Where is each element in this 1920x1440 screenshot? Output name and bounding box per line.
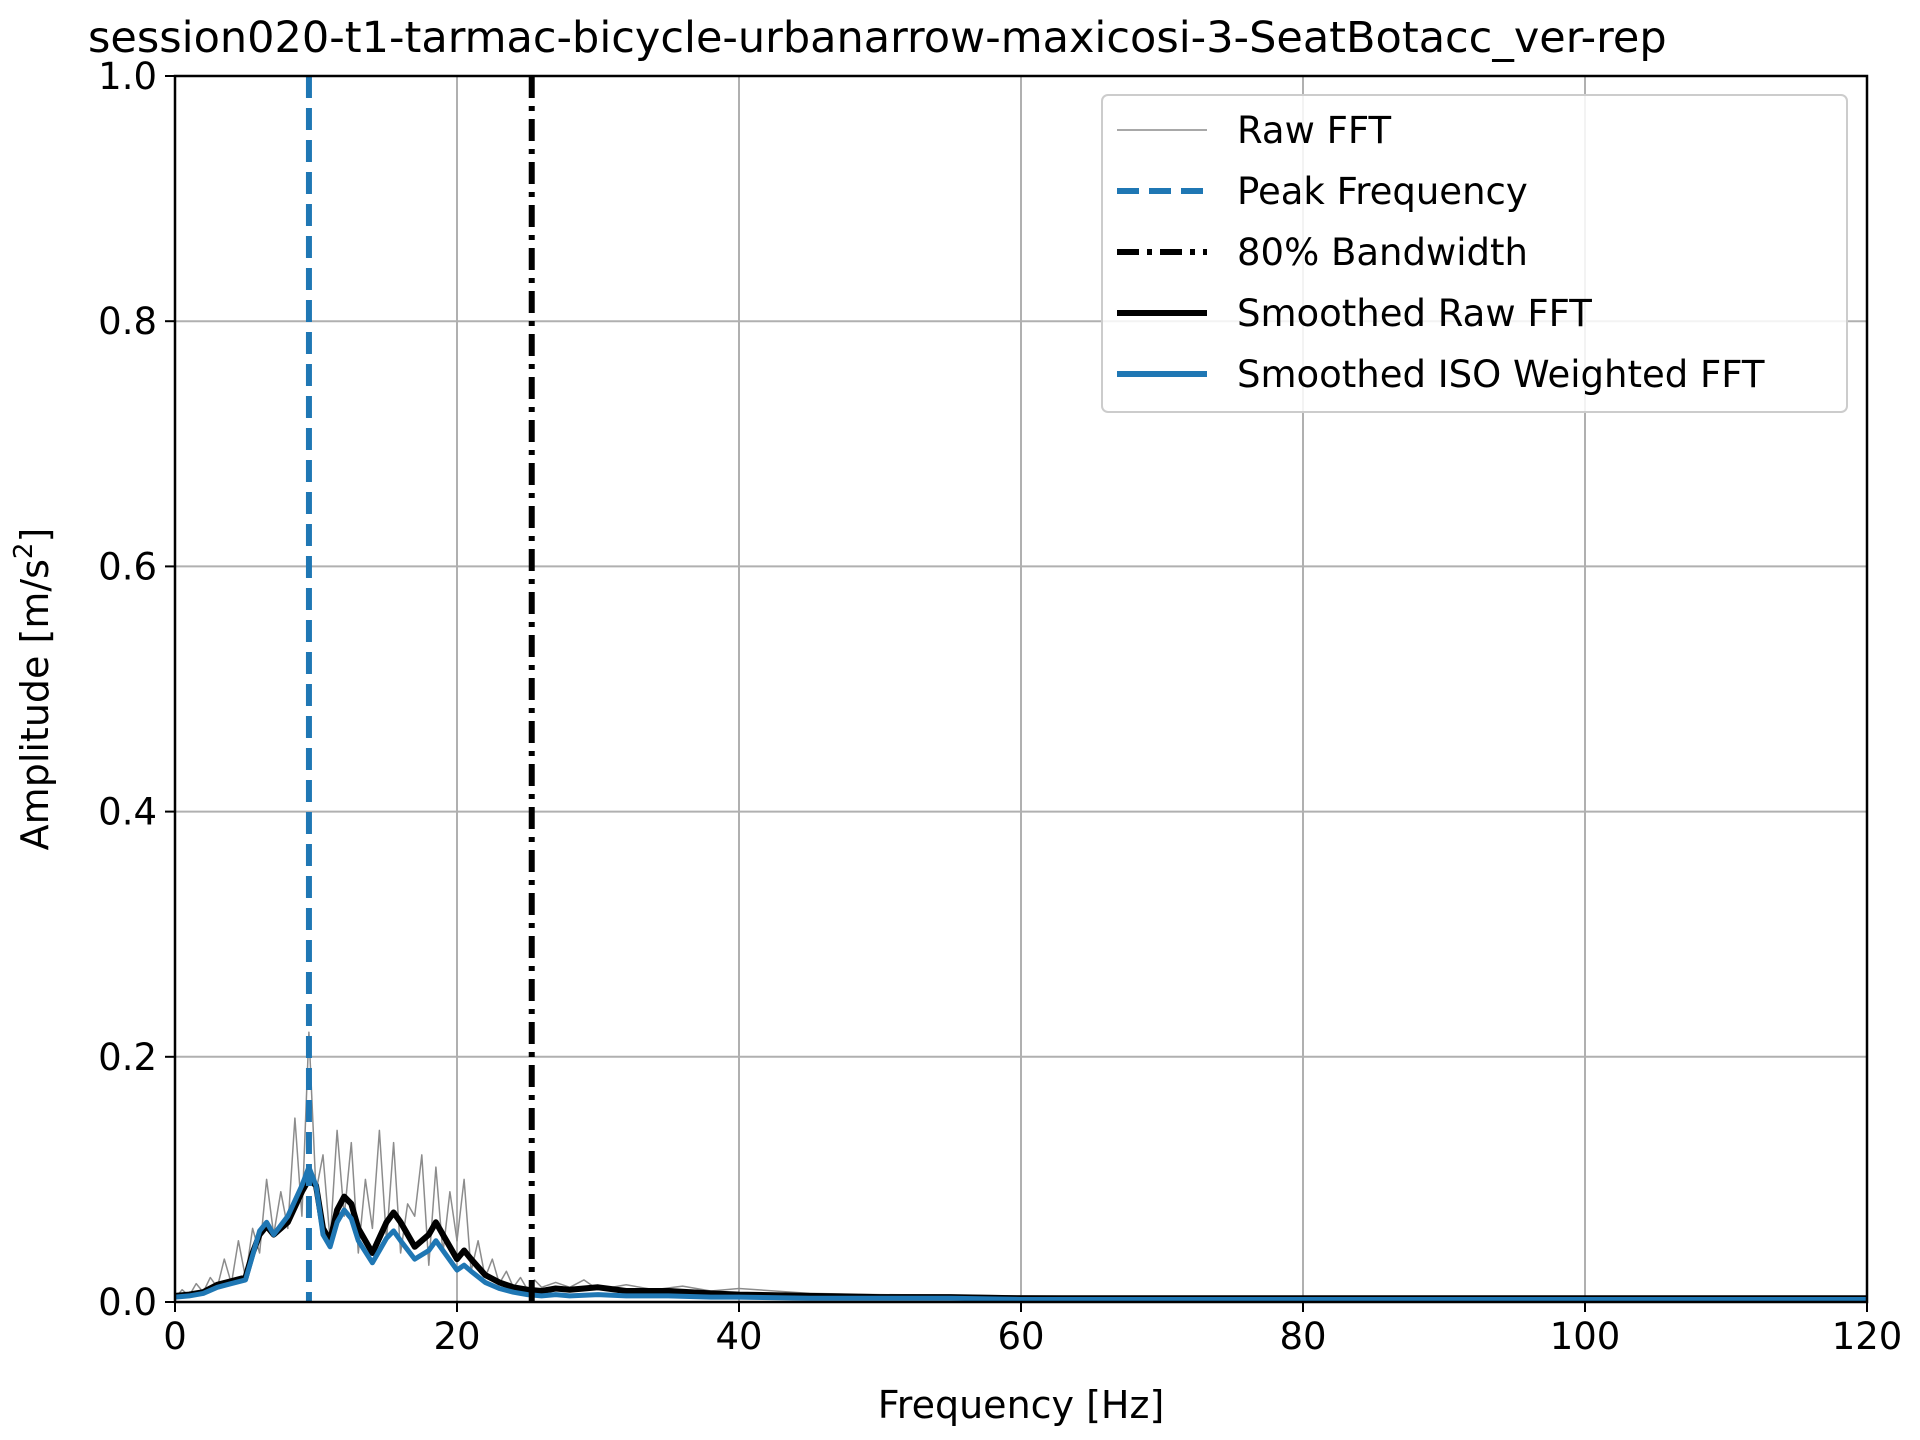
y-axis-label: Amplitude [m/s2]: [9, 528, 57, 851]
legend-label: Smoothed ISO Weighted FFT: [1237, 353, 1765, 396]
y-tick-label: 0.8: [98, 300, 157, 343]
y-tick-label: 0.4: [98, 791, 157, 834]
legend-label: Raw FFT: [1237, 109, 1392, 152]
y-axis-label-close: ]: [13, 528, 57, 543]
y-axis-label-superscript: 2: [9, 543, 39, 560]
legend-label: Peak Frequency: [1237, 170, 1528, 213]
legend-label: Smoothed Raw FFT: [1237, 292, 1592, 335]
chart-title: session020-t1-tarmac-bicycle-urbanarrow-…: [88, 13, 1667, 63]
y-axis: 0.0 0.2 0.4 0.6 0.8 1.0: [98, 55, 175, 1324]
x-tick-label: 0: [163, 1315, 187, 1358]
y-tick-label: 0.6: [98, 545, 157, 588]
legend-label: 80% Bandwidth: [1237, 231, 1528, 274]
x-axis-label: Frequency [Hz]: [878, 1383, 1165, 1427]
series-line-smoothed-iso: [175, 1164, 1867, 1302]
legend-box: [1101, 94, 1848, 413]
y-tick-label: 0.2: [98, 1036, 157, 1079]
x-tick-label: 120: [1832, 1315, 1903, 1358]
x-tick-label: 100: [1550, 1315, 1621, 1358]
x-tick-label: 60: [997, 1315, 1044, 1358]
legend: Raw FFT Peak Frequency 80% Bandwidth Smooth…: [1101, 94, 1848, 413]
x-tick-label: 80: [1279, 1315, 1326, 1358]
y-tick-label: 0.0: [98, 1281, 157, 1324]
y-axis-label-main: Amplitude [m/s: [13, 559, 57, 850]
x-axis: 0 20 40 60 80 100 120: [163, 1302, 1902, 1358]
series-group: [175, 76, 1867, 1302]
plot-area: [175, 76, 1867, 1302]
y-tick-label: 1.0: [98, 55, 157, 98]
x-tick-label: 20: [433, 1315, 480, 1358]
x-tick-label: 40: [715, 1315, 762, 1358]
